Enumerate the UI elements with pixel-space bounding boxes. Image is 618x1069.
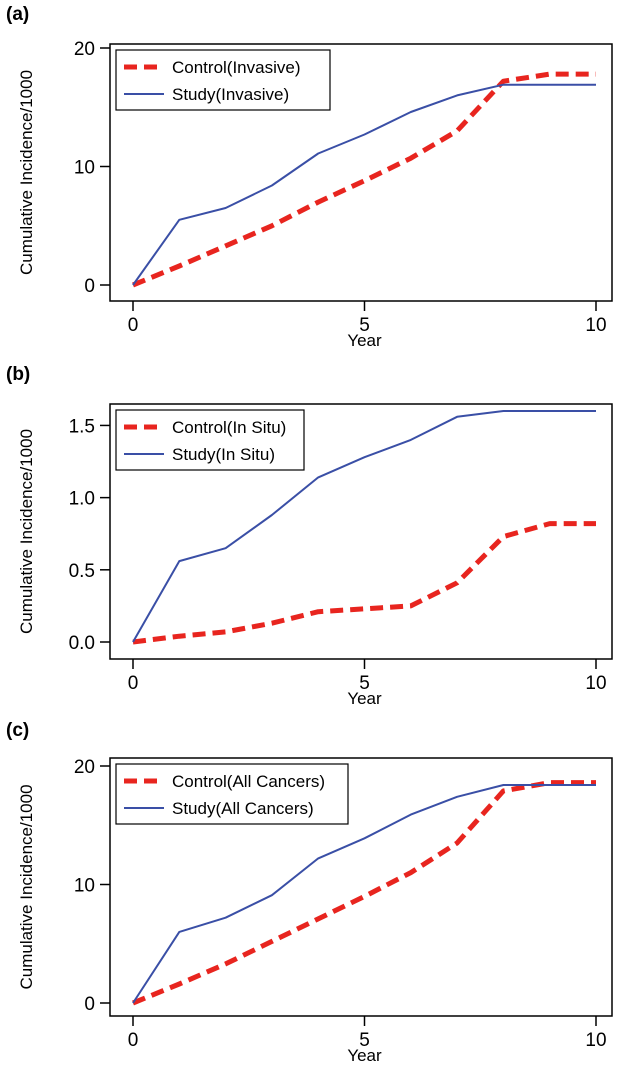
study-series-line bbox=[132, 83, 596, 286]
legend: Control(Invasive) Study(Invasive) bbox=[115, 49, 331, 111]
legend-label: Study(All Cancers) bbox=[172, 799, 314, 818]
x-tick-label: 5 bbox=[359, 315, 370, 336]
legend-label: Study(In Situ) bbox=[172, 445, 275, 464]
y-tick-label: 10 bbox=[74, 876, 95, 897]
plot-frame bbox=[109, 43, 613, 302]
legend-label: Study(Invasive) bbox=[172, 85, 289, 104]
legend-label: Control(Invasive) bbox=[172, 58, 301, 77]
y-tick-label: 0.5 bbox=[69, 561, 95, 582]
control-series-line bbox=[132, 780, 596, 1006]
chart-panel: (c) 0 10 20 0 5 10 Year Cumulative Incidence/100… bbox=[6, 720, 613, 1065]
legend-box bbox=[115, 763, 349, 825]
y-tick-label: 20 bbox=[74, 757, 95, 778]
panel-label: (b) bbox=[6, 364, 30, 385]
legend: Control(All Cancers) Study(All Cancers) bbox=[115, 763, 349, 825]
control-series-line bbox=[132, 71, 596, 288]
y-tick-label: 1.5 bbox=[69, 416, 95, 437]
x-axis-title: Year bbox=[347, 331, 382, 350]
plot-frame bbox=[109, 757, 613, 1017]
x-tick-label: 0 bbox=[128, 1030, 139, 1051]
x-tick-label: 10 bbox=[585, 1030, 606, 1051]
legend-label: Control(All Cancers) bbox=[172, 772, 325, 791]
y-tick-label: 0 bbox=[84, 994, 95, 1015]
y-tick-label: 10 bbox=[74, 158, 95, 179]
control-series-line bbox=[132, 521, 596, 645]
x-axis-title: Year bbox=[347, 689, 382, 708]
y-tick-label: 0.0 bbox=[69, 633, 95, 654]
plot-frame bbox=[109, 403, 613, 660]
y-axis-title: Cumulative Incidence/1000 bbox=[17, 429, 36, 634]
panel-label: (c) bbox=[6, 720, 29, 741]
legend-box bbox=[115, 49, 331, 111]
panel-label: (a) bbox=[6, 4, 29, 25]
chart-panel: (b) 0.0 0.5 1.0 1.5 0 5 10 Year Cumulative Incide… bbox=[6, 364, 613, 708]
x-tick-label: 5 bbox=[359, 1030, 370, 1051]
y-tick-label: 1.0 bbox=[69, 489, 95, 510]
y-tick-label: 20 bbox=[74, 39, 95, 60]
x-tick-label: 10 bbox=[585, 315, 606, 336]
chart-panel: (a) 0 10 20 0 5 10 Year Cumulative Incidence/100… bbox=[6, 4, 613, 350]
legend: Control(In Situ) Study(In Situ) bbox=[115, 409, 305, 471]
x-tick-label: 5 bbox=[359, 673, 370, 694]
y-axis-title: Cumulative Incidence/1000 bbox=[17, 70, 36, 275]
legend-label: Control(In Situ) bbox=[172, 418, 286, 437]
study-series-line bbox=[132, 410, 596, 643]
x-tick-label: 10 bbox=[585, 673, 606, 694]
y-axis-title: Cumulative Incidence/1000 bbox=[17, 784, 36, 989]
x-axis-title: Year bbox=[347, 1046, 382, 1065]
study-series-line bbox=[132, 784, 596, 1004]
y-tick-label: 0 bbox=[84, 276, 95, 297]
x-tick-label: 0 bbox=[128, 315, 139, 336]
x-tick-label: 0 bbox=[128, 673, 139, 694]
legend-box bbox=[115, 409, 305, 471]
